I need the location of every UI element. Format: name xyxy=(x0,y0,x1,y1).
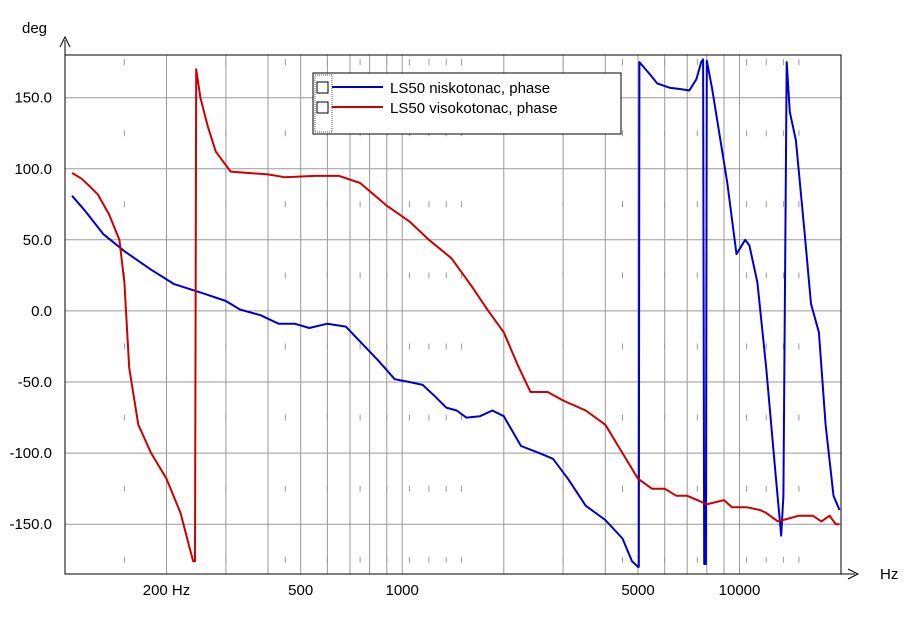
y-tick-label: 100.0 xyxy=(14,161,52,178)
x-tick-labels: 200 Hz 500 1000 5000 10000 xyxy=(143,582,761,599)
axes: deg Hz xyxy=(22,20,898,583)
x-tick-label: 10000 xyxy=(719,582,761,599)
legend-checkbox-1[interactable] xyxy=(316,81,329,94)
grid xyxy=(65,55,841,574)
legend-box xyxy=(312,72,622,135)
x-tick-label: 1000 xyxy=(386,582,419,599)
y-tick-label: 150.0 xyxy=(14,90,52,107)
x-axis-arrowhead-icon xyxy=(847,568,860,580)
plot-area-frame xyxy=(64,54,842,575)
y-tick-label: 50.0 xyxy=(23,232,52,249)
y-tick-label: -100.0 xyxy=(9,445,52,462)
y-tick-label: -50.0 xyxy=(18,374,52,391)
legend-label-2: LS50 visokotonac, phase xyxy=(390,100,558,117)
legend-checkbox-2[interactable] xyxy=(316,101,329,114)
y-tick-labels: 150.0 100.0 50.0 0.0 -50.0 -100.0 -150.0 xyxy=(9,90,52,534)
x-axis-title: Hz xyxy=(880,566,898,583)
series-lines xyxy=(71,58,841,568)
x-tick-label: 200 Hz xyxy=(143,582,191,599)
x-tick-label: 5000 xyxy=(621,582,654,599)
y-axis-title: deg xyxy=(22,20,47,37)
x-tick-label: 500 xyxy=(288,582,313,599)
series-line-2 xyxy=(71,68,840,563)
y-tick-label: -150.0 xyxy=(9,516,52,533)
legend-checkbox-column xyxy=(314,74,333,133)
legend-label-1: LS50 niskotonac, phase xyxy=(390,80,550,97)
y-axis-arrowhead-icon xyxy=(59,35,71,48)
y-tick-label: 0.0 xyxy=(31,303,52,320)
legend: LS50 niskotonac, phase LS50 visokotonac,… xyxy=(312,72,622,135)
series-line-1 xyxy=(71,58,841,568)
